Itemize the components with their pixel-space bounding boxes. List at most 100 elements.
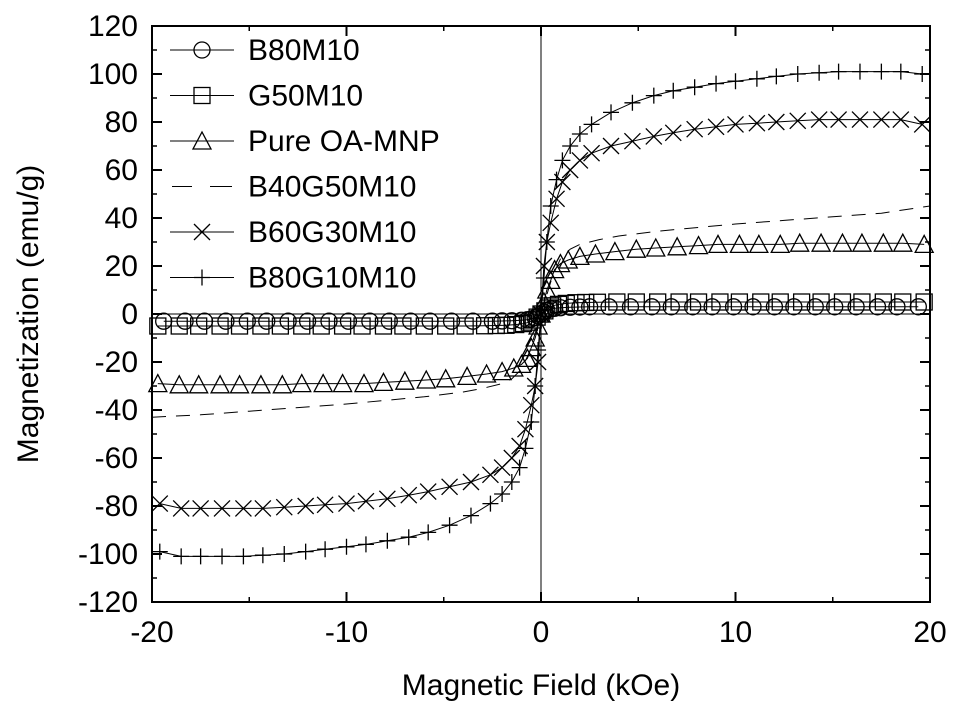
data-point [914, 234, 935, 254]
data-point [833, 293, 852, 311]
data-point [913, 115, 931, 133]
data-point [571, 151, 589, 169]
data-point [293, 317, 311, 335]
data-point [851, 232, 873, 252]
data-point [789, 232, 810, 252]
data-point [811, 232, 832, 252]
data-point [623, 132, 641, 150]
data-point [271, 317, 290, 335]
data-point [645, 127, 663, 145]
series-g50m10 [149, 293, 933, 335]
data-point [373, 372, 394, 392]
data-point [316, 496, 334, 514]
y-axis-title: Magnetization (emu/g) [12, 165, 45, 463]
data-point [462, 473, 480, 491]
data-point [523, 414, 540, 430]
legend-item: B80G10M10 [170, 262, 416, 295]
x-tick-label: -20 [130, 616, 173, 649]
data-point [457, 366, 478, 386]
data-point [511, 459, 528, 476]
data-point [892, 232, 913, 252]
data-point [400, 486, 418, 504]
data-point [872, 111, 890, 129]
data-point [297, 543, 314, 560]
y-tick-label: 0 [121, 298, 138, 331]
data-point [415, 317, 433, 335]
legend-label: B60G30M10 [248, 216, 416, 249]
data-point [550, 253, 571, 273]
data-point [353, 317, 371, 335]
data-point [169, 374, 190, 394]
x-tick-label: 10 [719, 616, 752, 649]
x-tick-label: -10 [325, 616, 368, 649]
data-point [667, 236, 688, 256]
legend-label: Pure OA-MNP [248, 125, 440, 158]
data-point [481, 466, 499, 484]
data-point [621, 298, 640, 316]
data-point [567, 294, 585, 312]
data-point [230, 317, 249, 335]
data-point [437, 317, 455, 335]
data-point [254, 499, 272, 517]
data-point [748, 114, 766, 132]
data-point [538, 234, 555, 250]
data-point [748, 70, 765, 87]
x-tick-label: 0 [533, 616, 550, 649]
data-point [888, 298, 906, 316]
data-point [588, 293, 607, 311]
data-point [378, 490, 396, 508]
data-point [892, 63, 909, 80]
y-tick-label: 120 [88, 10, 138, 43]
data-point [441, 478, 459, 496]
y-tick-label: -120 [78, 586, 138, 619]
data-point [711, 293, 729, 311]
data-point [730, 293, 749, 311]
data-point [517, 440, 534, 457]
legend-marker [193, 41, 211, 59]
y-tick-label: -20 [95, 346, 138, 379]
data-point [420, 524, 437, 541]
data-point [338, 538, 355, 555]
legend-marker [191, 130, 213, 150]
data-point [767, 113, 785, 131]
data-point [441, 517, 458, 534]
data-point [317, 541, 334, 558]
data-point [503, 449, 521, 467]
data-point [456, 317, 474, 335]
data-point [528, 315, 549, 335]
legend-item: Pure OA-MNP [170, 125, 440, 158]
data-point [557, 294, 575, 313]
data-point [665, 82, 682, 99]
data-point [724, 298, 743, 316]
y-tick-label: 100 [88, 58, 138, 91]
data-point [511, 354, 532, 374]
data-point [217, 312, 235, 330]
data-point [770, 234, 791, 254]
data-point [522, 396, 540, 414]
data-point [603, 104, 620, 121]
data-point [894, 293, 912, 311]
data-point [688, 235, 709, 255]
data-point [487, 316, 505, 335]
data-point [192, 548, 209, 565]
data-point [707, 234, 729, 254]
legend-item: G50M10 [170, 80, 363, 113]
data-point [765, 298, 784, 316]
data-point [462, 507, 479, 524]
legend-marker [193, 223, 211, 241]
data-point [338, 495, 355, 513]
data-point [535, 257, 553, 275]
x-tick-label: 20 [913, 616, 946, 649]
data-point [789, 112, 807, 130]
series-b80g10m10 [151, 63, 931, 565]
data-point [585, 243, 606, 263]
data-point [853, 293, 871, 311]
data-point [214, 548, 231, 565]
data-point [544, 259, 565, 279]
data-point [313, 373, 334, 393]
data-point [670, 293, 688, 311]
data-point [684, 298, 702, 316]
data-point [571, 298, 589, 316]
data-point [151, 495, 169, 513]
data-point [254, 547, 271, 564]
